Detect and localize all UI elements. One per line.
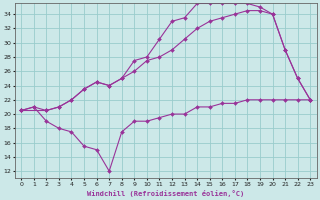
X-axis label: Windchill (Refroidissement éolien,°C): Windchill (Refroidissement éolien,°C) [87, 190, 244, 197]
